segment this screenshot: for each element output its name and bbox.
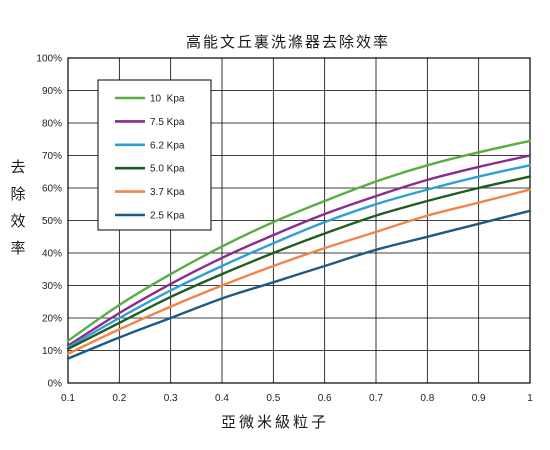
series-line-1 (66, 139, 532, 342)
y-tick-label: 30% (42, 281, 62, 292)
legend: 10 Kpa 7.5 Kpa 6.2 Kpa 5.0 Kpa 3.7 Kpa 2.5 Kp… (97, 79, 212, 231)
y-tick-label: 10% (42, 346, 62, 357)
x-axis-title: 亞微米級粒子 (221, 413, 329, 431)
y-axis-ticks: 0% 10% 20% 30% 40% 50% 60% 70% 80% 90% 100% (36, 54, 62, 390)
legend-label: 6.2 Kpa (150, 140, 185, 151)
y-axis-title-char: 去 (10, 158, 25, 176)
y-tick-label: 80% (42, 119, 62, 130)
y-axis-title-char: 率 (10, 239, 25, 257)
series-line-3 (66, 164, 532, 349)
x-tick-label: 0.9 (472, 393, 486, 404)
x-tick-label: 0.7 (369, 393, 383, 404)
x-tick-label: 0.1 (61, 393, 75, 404)
legend-label: 7.5 Kpa (150, 117, 185, 128)
series-line-6 (66, 209, 532, 360)
x-tick-label: 0.5 (266, 393, 280, 404)
grid (68, 58, 530, 383)
y-tick-label: 100% (36, 54, 62, 65)
plot-frame (67, 57, 531, 384)
y-axis-title-char: 效 (10, 212, 25, 230)
y-axis-title-char: 除 (10, 185, 25, 203)
legend-label: 5.0 Kpa (150, 164, 185, 175)
legend-label: 2.5 Kpa (150, 211, 185, 222)
series-line-5 (66, 188, 532, 355)
chart-title: 高能文丘裏洗滌器去除效率 (186, 33, 390, 51)
series-lines (66, 139, 532, 360)
x-tick-label: 0.4 (215, 393, 229, 404)
y-tick-label: 20% (42, 314, 62, 325)
y-tick-label: 70% (42, 151, 62, 162)
x-tick-label: 0.8 (420, 393, 434, 404)
x-tick-label: 0.2 (112, 393, 126, 404)
y-tick-label: 50% (42, 216, 62, 227)
y-tick-label: 90% (42, 86, 62, 97)
y-tick-label: 0% (48, 379, 63, 390)
x-tick-label: 0.6 (318, 393, 332, 404)
y-tick-label: 60% (42, 184, 62, 195)
series-line-4 (66, 175, 532, 351)
y-tick-label: 40% (42, 249, 62, 260)
x-tick-label: 1 (527, 393, 533, 404)
legend-label: 3.7 Kpa (150, 187, 185, 198)
legend-label: 10 Kpa (150, 94, 185, 105)
x-tick-label: 0.3 (164, 393, 178, 404)
y-axis-title: 去除效率 (10, 158, 25, 257)
x-axis-ticks: 0.1 0.2 0.3 0.4 0.5 0.6 0.7 0.8 0.9 1 (61, 393, 533, 404)
series-line-2 (66, 154, 532, 347)
legend-box (97, 79, 212, 231)
